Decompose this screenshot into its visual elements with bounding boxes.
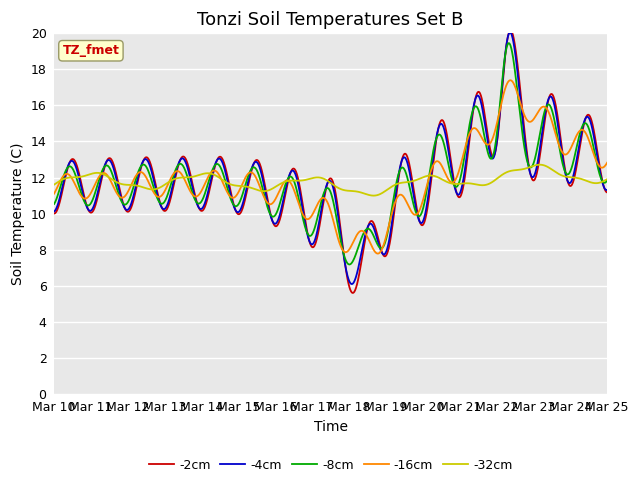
Line: -32cm: -32cm: [54, 165, 607, 196]
-4cm: [51, 208, 58, 214]
-2cm: [51, 211, 58, 216]
-2cm: [604, 190, 611, 195]
-4cm: [570, 170, 578, 176]
-32cm: [51, 182, 58, 188]
-8cm: [51, 201, 58, 207]
-4cm: [506, 30, 514, 36]
Title: Tonzi Soil Temperatures Set B: Tonzi Soil Temperatures Set B: [198, 11, 464, 29]
-4cm: [205, 188, 212, 193]
-8cm: [570, 156, 578, 161]
-8cm: [347, 261, 355, 267]
-8cm: [555, 141, 563, 147]
-8cm: [604, 178, 611, 183]
-16cm: [205, 174, 212, 180]
Line: -2cm: -2cm: [54, 30, 607, 293]
-2cm: [347, 288, 355, 293]
Line: -8cm: -8cm: [54, 43, 607, 264]
Line: -4cm: -4cm: [54, 33, 607, 284]
-2cm: [359, 250, 367, 256]
-2cm: [205, 192, 212, 198]
-16cm: [604, 160, 611, 166]
-8cm: [205, 180, 212, 185]
-4cm: [359, 243, 367, 249]
Y-axis label: Soil Temperature (C): Soil Temperature (C): [11, 142, 25, 285]
X-axis label: Time: Time: [314, 420, 348, 434]
-32cm: [604, 176, 611, 182]
-4cm: [347, 280, 355, 286]
-16cm: [570, 138, 578, 144]
-32cm: [370, 193, 378, 199]
-4cm: [555, 128, 563, 134]
-4cm: [492, 148, 499, 154]
-2cm: [349, 290, 356, 296]
-8cm: [359, 232, 367, 238]
-32cm: [358, 190, 366, 196]
-8cm: [492, 141, 499, 147]
-16cm: [492, 126, 499, 132]
Text: TZ_fmet: TZ_fmet: [63, 44, 119, 57]
-32cm: [205, 170, 212, 176]
-4cm: [604, 187, 611, 192]
-2cm: [555, 121, 563, 127]
-32cm: [536, 162, 543, 168]
-16cm: [374, 251, 381, 256]
-16cm: [347, 244, 355, 250]
-32cm: [555, 171, 563, 177]
-4cm: [348, 281, 356, 287]
Legend: -2cm, -4cm, -8cm, -16cm, -32cm: -2cm, -4cm, -8cm, -16cm, -32cm: [144, 454, 517, 477]
Line: -16cm: -16cm: [54, 80, 607, 253]
-2cm: [492, 148, 499, 154]
-16cm: [358, 228, 366, 234]
-16cm: [555, 142, 563, 147]
-8cm: [346, 262, 353, 267]
-16cm: [51, 191, 58, 196]
-32cm: [347, 188, 355, 194]
-32cm: [570, 175, 578, 180]
-2cm: [507, 27, 515, 33]
-32cm: [492, 177, 499, 183]
-16cm: [506, 77, 514, 83]
-8cm: [505, 40, 513, 46]
-2cm: [570, 176, 578, 181]
